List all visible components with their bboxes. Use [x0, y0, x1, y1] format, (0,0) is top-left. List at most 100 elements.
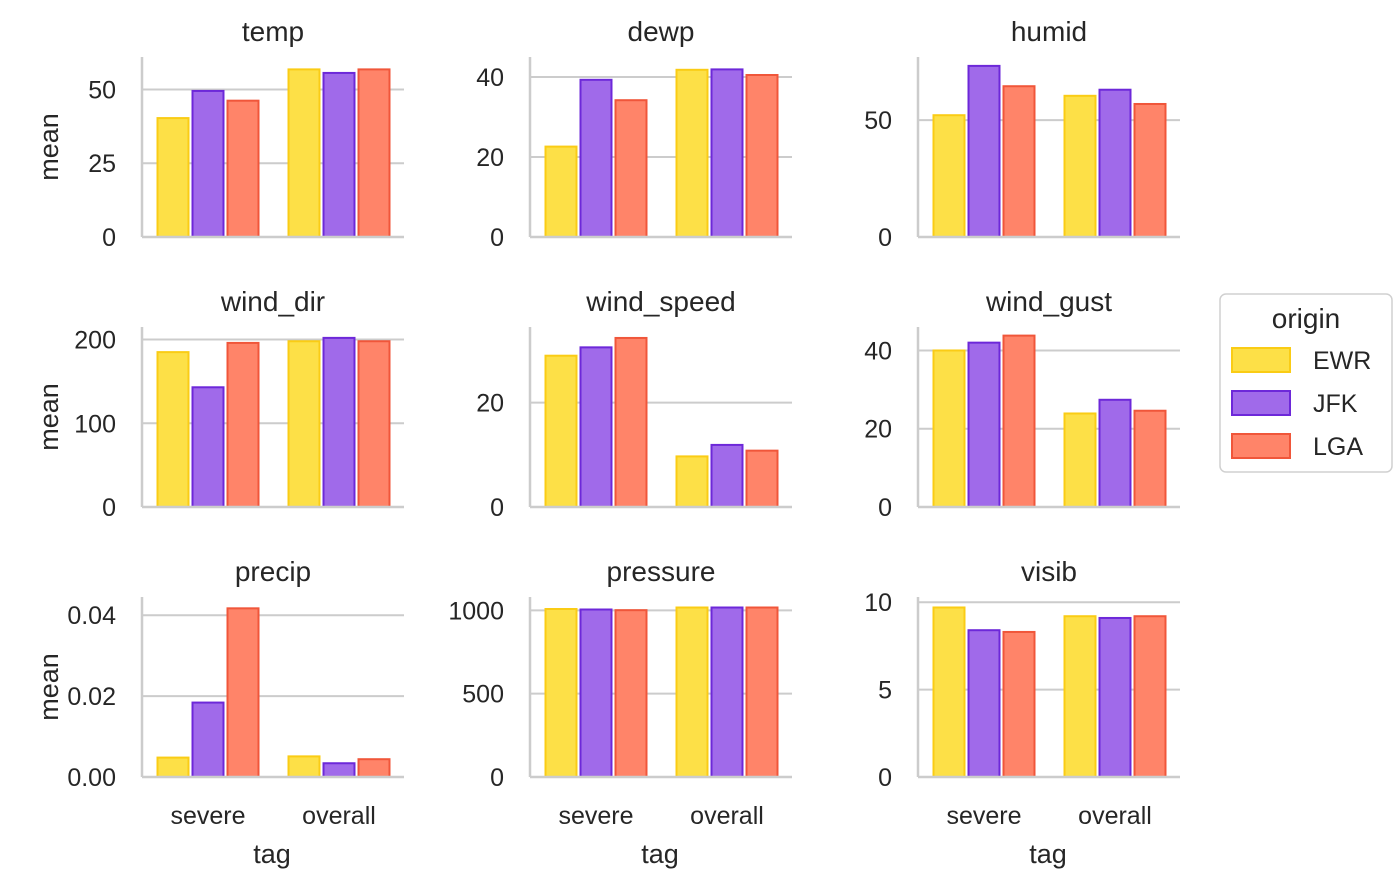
- bar-jfk-overall: [322, 71, 356, 238]
- legend-frame: [1219, 293, 1393, 473]
- bar-lga-severe: [226, 341, 260, 508]
- bar-jfk-severe: [579, 608, 613, 778]
- bar-jfk-overall: [710, 68, 744, 239]
- y-tick-label: 10: [864, 589, 892, 617]
- y-tick-label: 0.02: [67, 683, 116, 711]
- bar-lga-severe: [614, 336, 648, 508]
- bar-jfk-overall: [710, 443, 744, 509]
- y-tick-label: 0: [878, 764, 892, 792]
- y-tick-label: 40: [864, 337, 892, 365]
- x-tick-label: severe: [946, 802, 1021, 830]
- bar-ewr-severe: [544, 145, 578, 239]
- legend-swatch: [1231, 347, 1291, 373]
- facet-precip: 0.00 0.02 0.04 precip mean severe overall tag: [34, 556, 404, 869]
- legend-item-lga: LGA: [1231, 433, 1363, 461]
- bar-lga-overall: [745, 606, 779, 778]
- y-tick-label: 200: [74, 327, 116, 355]
- bar-ewr-severe: [544, 608, 578, 778]
- bar-jfk-severe: [191, 89, 225, 238]
- y-tick-label: 0: [490, 224, 504, 252]
- y-tick-label: 25: [88, 150, 116, 178]
- bar-lga-severe: [1002, 630, 1036, 779]
- bar-jfk-severe: [967, 341, 1001, 508]
- legend: origin EWR JFK LGA: [1219, 293, 1393, 473]
- y-tick-label: 500: [462, 681, 504, 709]
- bar-ewr-overall: [287, 755, 321, 779]
- bar-lga-overall: [357, 758, 391, 779]
- facet-title: wind_speed: [585, 286, 735, 317]
- facet-title: humid: [1011, 16, 1087, 47]
- bar-ewr-severe: [156, 117, 190, 238]
- bar-ewr-overall: [1063, 94, 1097, 238]
- facet-wind-speed: 0 20 wind_speed: [476, 286, 792, 522]
- y-tick-label: 40: [476, 64, 504, 92]
- legend-swatch: [1231, 433, 1291, 459]
- bar-jfk-severe: [191, 701, 225, 779]
- bar-jfk-severe: [967, 64, 1001, 238]
- x-axis-label: tag: [1029, 839, 1067, 869]
- x-tick-label: overall: [690, 802, 764, 830]
- bar-jfk-severe: [579, 78, 613, 238]
- y-tick-label: 0: [878, 494, 892, 522]
- x-tick-label: overall: [302, 802, 376, 830]
- bar-ewr-severe: [932, 114, 966, 238]
- bar-jfk-overall: [710, 606, 744, 778]
- facet-visib: 0 5 10 visib severe overall tag: [864, 556, 1180, 869]
- legend-item-jfk: JFK: [1231, 390, 1358, 418]
- facet-title: pressure: [607, 556, 716, 587]
- legend-label: LGA: [1313, 433, 1363, 461]
- bar-lga-overall: [357, 340, 391, 508]
- legend-title: origin: [1272, 303, 1340, 334]
- bar-jfk-overall: [1098, 398, 1132, 509]
- legend-label: JFK: [1313, 390, 1358, 418]
- y-tick-label: 100: [74, 410, 116, 438]
- bar-ewr-overall: [675, 606, 709, 778]
- bar-jfk-overall: [1098, 88, 1132, 238]
- bar-lga-severe: [614, 609, 648, 779]
- bar-ewr-severe: [932, 349, 966, 509]
- bar-ewr-overall: [675, 455, 709, 508]
- y-axis-label: mean: [34, 653, 64, 721]
- y-tick-label: 20: [476, 144, 504, 172]
- facet-title: wind_gust: [985, 286, 1112, 317]
- legend-items: EWR JFK LGA: [1231, 347, 1371, 461]
- y-tick-label: 20: [476, 390, 504, 418]
- bar-lga-overall: [1133, 615, 1167, 779]
- bar-ewr-overall: [675, 68, 709, 238]
- y-tick-label: 50: [864, 107, 892, 135]
- y-tick-label: 0.00: [67, 764, 116, 792]
- y-tick-label: 0: [490, 494, 504, 522]
- y-tick-label: 0: [102, 494, 116, 522]
- bar-lga-severe: [226, 607, 260, 779]
- y-tick-label: 0.04: [67, 602, 116, 630]
- bar-lga-severe: [226, 99, 260, 238]
- bar-ewr-overall: [1063, 412, 1097, 509]
- y-tick-label: 1000: [448, 597, 504, 625]
- facet-wind-gust: 0 20 40 wind_gust: [864, 286, 1180, 522]
- bar-jfk-severe: [579, 346, 613, 509]
- x-tick-label: severe: [170, 802, 245, 830]
- x-axis-label: tag: [253, 839, 291, 869]
- bar-ewr-overall: [287, 340, 321, 508]
- bar-lga-overall: [1133, 409, 1167, 509]
- bar-ewr-severe: [544, 354, 578, 508]
- bar-jfk-severe: [191, 386, 225, 509]
- bar-lga-severe: [1002, 334, 1036, 509]
- bar-jfk-overall: [322, 762, 356, 779]
- y-tick-label: 5: [878, 677, 892, 705]
- y-tick-label: 0: [490, 764, 504, 792]
- y-axis-label: mean: [34, 383, 64, 451]
- facet-panels: 02550tempmean02040dewp050humid0100200win…: [34, 16, 1180, 869]
- bar-lga-severe: [614, 99, 648, 238]
- facet-pressure: 0 500 1000 pressure severe overall tag: [448, 556, 792, 869]
- bar-lga-overall: [357, 68, 391, 238]
- bar-jfk-severe: [967, 629, 1001, 778]
- facet-dewp: 0 20 40 dewp: [476, 16, 792, 252]
- x-axis-label: tag: [641, 839, 679, 869]
- y-tick-label: 20: [864, 416, 892, 444]
- bar-lga-overall: [745, 74, 779, 238]
- y-tick-label: 0: [102, 224, 116, 252]
- bar-ewr-severe: [932, 606, 966, 778]
- y-axis-label: mean: [34, 113, 64, 181]
- bar-lga-severe: [1002, 85, 1036, 238]
